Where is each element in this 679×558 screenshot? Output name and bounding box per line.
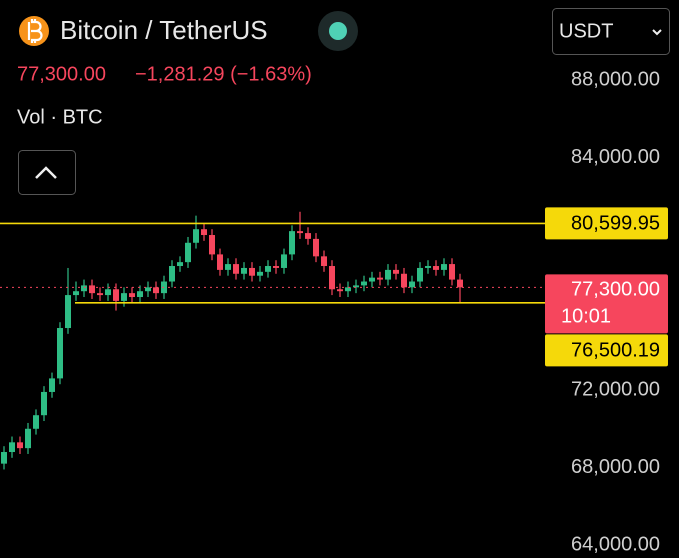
price-line-label: 76,500.19 [571,340,660,362]
candle-body [337,289,343,292]
candle-body [145,287,151,292]
candle-body [441,264,447,270]
candle-body [217,254,223,270]
y-tick-label: 68,000.00 [571,456,660,478]
symbol-title: Bitcoin / TetherUS [60,15,268,45]
candle-body [81,285,87,292]
candle-body [209,235,215,255]
candle-body [321,256,327,267]
candle-body [1,452,7,464]
candle-body [433,266,439,270]
candle-body [377,277,383,280]
volume-label: Vol · BTC [17,106,103,128]
candle-body [241,267,247,274]
candle-body [233,264,239,274]
last-price-label: 77,300.00 [571,279,660,301]
candle-body [281,254,287,268]
candle-body [25,428,31,449]
candle-body [289,231,295,255]
candle-body [409,281,415,288]
candle-body [385,269,391,280]
candle-body [185,242,191,263]
candle-body [153,287,159,294]
candle-body [201,229,207,236]
candle-body [457,279,463,288]
price-line-tag [545,334,668,367]
candle-body [257,271,263,276]
candle-body [105,289,111,296]
candle-body [401,273,407,288]
currency-label: USDT [559,20,613,42]
candle-body [225,264,231,270]
candle-body [249,267,255,276]
candle-body [41,391,47,416]
last-price-tag [545,274,668,334]
candle-body [89,285,95,294]
candle-body [73,291,79,296]
candle-body [313,238,319,257]
candle-body [57,328,63,379]
candle-body [121,293,127,301]
last-price: 77,300.00 [17,63,106,85]
candle-body [113,289,119,301]
plot [1,211,463,470]
collapse-button[interactable] [18,150,76,195]
candle-body [393,269,399,274]
candle-body [361,281,367,286]
candle-body [9,442,15,453]
bitcoin-glyph [27,19,43,43]
price-line-label: 80,599.95 [571,213,660,235]
currency-select[interactable] [552,8,670,55]
y-tick-label: 64,000.00 [571,533,660,555]
countdown-label: 10:01 [561,306,611,328]
candle-body [353,285,359,288]
candle-body [65,295,71,329]
price-change: −1,281.29 (−1.63%) [135,63,312,85]
candle-body [329,266,335,290]
candle-body [33,415,39,429]
candle-body [297,231,303,234]
y-tick-label: 88,000.00 [571,68,660,90]
candle-body [137,291,143,298]
chevron-down [652,29,662,36]
candle-body [97,293,103,296]
candle-body [177,262,183,267]
price-line-tag [545,207,668,240]
candle-body [265,266,271,272]
candle-body [425,266,431,268]
candle-body [129,293,135,298]
candle-body [193,229,199,243]
status-dot [329,22,347,40]
candle-body [169,266,175,282]
candle-body [449,264,455,280]
y-tick-label: 84,000.00 [571,146,660,168]
candle-body [17,442,23,449]
candle-body [345,287,351,292]
candle-body [417,267,423,282]
chevron-up [35,166,57,179]
candle-body [273,266,279,268]
candle-body [369,277,375,282]
candle-body [305,233,311,239]
y-tick-label: 72,000.00 [571,378,660,400]
candle-body [49,378,55,392]
